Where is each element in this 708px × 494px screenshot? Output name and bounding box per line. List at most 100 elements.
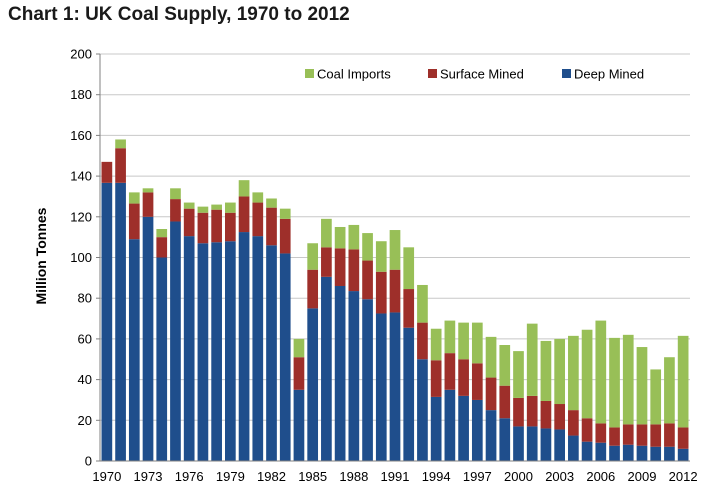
bar-deep-mined-2008 [622,444,634,461]
bar-deep-mined-2006 [595,442,607,461]
bar-surface-mined-1995 [444,353,456,390]
bar-surface-mined-1983 [279,218,291,254]
bar-surface-mined-1972 [128,203,140,240]
bar-coal-imports-2001 [526,323,538,396]
y-tick-label: 100 [70,250,92,265]
bar-surface-mined-1974 [156,237,168,258]
bar-deep-mined-1996 [458,395,469,461]
bar-coal-imports-2012 [677,335,689,428]
bar-deep-mined-1973 [142,216,154,461]
x-tick-label: 2009 [628,469,657,484]
bar-surface-mined-1993 [417,322,428,360]
bar-surface-mined-2001 [526,395,538,427]
bar-coal-imports-1993 [417,284,428,323]
bar-deep-mined-1975 [170,221,181,461]
x-tick-label: 2012 [669,469,698,484]
y-tick-label: 60 [78,331,92,346]
bar-coal-imports-1974 [156,229,168,238]
x-tick-label: 1973 [134,469,163,484]
bar-surface-mined-1999 [499,385,511,419]
bar-deep-mined-1989 [362,299,373,461]
bar-coal-imports-1994 [430,328,442,361]
bar-coal-imports-1981 [252,192,264,203]
x-tick-label: 2000 [504,469,533,484]
bar-deep-mined-1993 [417,359,428,461]
y-tick-label: 40 [78,372,92,387]
bar-coal-imports-2010 [650,369,662,425]
bar-deep-mined-2000 [513,426,524,461]
x-tick-label: 1970 [92,469,121,484]
bar-coal-imports-1995 [444,320,456,354]
bar-coal-imports-1971 [115,139,126,149]
bar-coal-imports-1987 [334,226,346,249]
bar-coal-imports-2008 [622,334,634,425]
bar-coal-imports-1997 [471,322,483,364]
legend-label: Coal Imports [317,67,391,82]
bar-coal-imports-1990 [375,241,387,272]
bar-surface-mined-1984 [293,357,305,390]
bar-surface-mined-2002 [540,400,552,429]
bar-coal-imports-2006 [595,320,607,424]
bar-surface-mined-1978 [211,209,222,243]
bar-surface-mined-2012 [677,427,689,449]
x-tick-label: 1988 [339,469,368,484]
y-tick-label: 200 [70,47,92,62]
y-tick-label: 80 [78,291,92,306]
bar-deep-mined-1982 [266,245,277,461]
bar-deep-mined-1991 [389,312,401,461]
legend: Coal Imports Surface Mined Deep Mined [305,67,644,82]
bar-surface-mined-1973 [142,192,154,217]
bar-deep-mined-1972 [128,239,140,461]
bar-coal-imports-1991 [389,230,401,270]
bar-surface-mined-1990 [375,271,387,314]
bar-deep-mined-1995 [444,389,456,461]
bar-coal-imports-1975 [170,188,181,200]
bar-surface-mined-1975 [170,199,181,222]
bar-deep-mined-2011 [664,446,675,461]
bar-coal-imports-1979 [225,202,236,213]
bar-coal-imports-2003 [554,338,565,405]
x-tick-label: 1979 [216,469,245,484]
y-axis-label: Million Tonnes [33,207,49,304]
bar-coal-imports-1989 [362,233,373,261]
bar-surface-mined-1997 [471,363,483,400]
bar-surface-mined-1992 [403,289,415,328]
bar-deep-mined-1987 [334,285,346,461]
bar-coal-imports-1996 [458,322,469,360]
bar-deep-mined-2003 [554,429,565,461]
bar-coal-imports-1973 [142,188,154,193]
chart-title: Chart 1: UK Coal Supply, 1970 to 2012 [8,4,350,25]
bar-surface-mined-2011 [664,423,675,447]
bar-surface-mined-2008 [622,424,634,445]
bar-surface-mined-1994 [430,360,442,397]
bar-surface-mined-2007 [609,427,620,446]
y-tick-label: 180 [70,87,92,102]
bar-surface-mined-2000 [513,397,524,427]
bar-deep-mined-1988 [348,291,360,461]
x-tick-label: 1991 [381,469,410,484]
x-tick-label: 1997 [463,469,492,484]
bar-coal-imports-2000 [513,351,524,398]
y-tick-label: 0 [85,454,92,469]
bar-coal-imports-1988 [348,224,360,250]
bar-deep-mined-1979 [225,241,236,461]
x-tick-label: 2006 [586,469,615,484]
bar-deep-mined-1978 [211,242,222,461]
bar-deep-mined-1980 [238,232,250,461]
bar-coal-imports-1976 [183,202,195,209]
bars [101,139,689,462]
bar-deep-mined-1981 [252,236,264,461]
bar-surface-mined-1979 [225,212,236,242]
legend-label: Deep Mined [574,67,644,82]
bar-surface-mined-1987 [334,248,346,286]
bar-surface-mined-1970 [101,161,113,183]
bar-deep-mined-1985 [307,308,319,462]
bar-surface-mined-1971 [115,148,126,183]
bar-deep-mined-1997 [471,399,483,461]
bar-deep-mined-1970 [101,182,113,461]
bar-deep-mined-2004 [568,435,579,461]
y-tick-label: 120 [70,209,92,224]
bar-surface-mined-2005 [581,418,593,442]
bar-surface-mined-1998 [485,377,497,411]
